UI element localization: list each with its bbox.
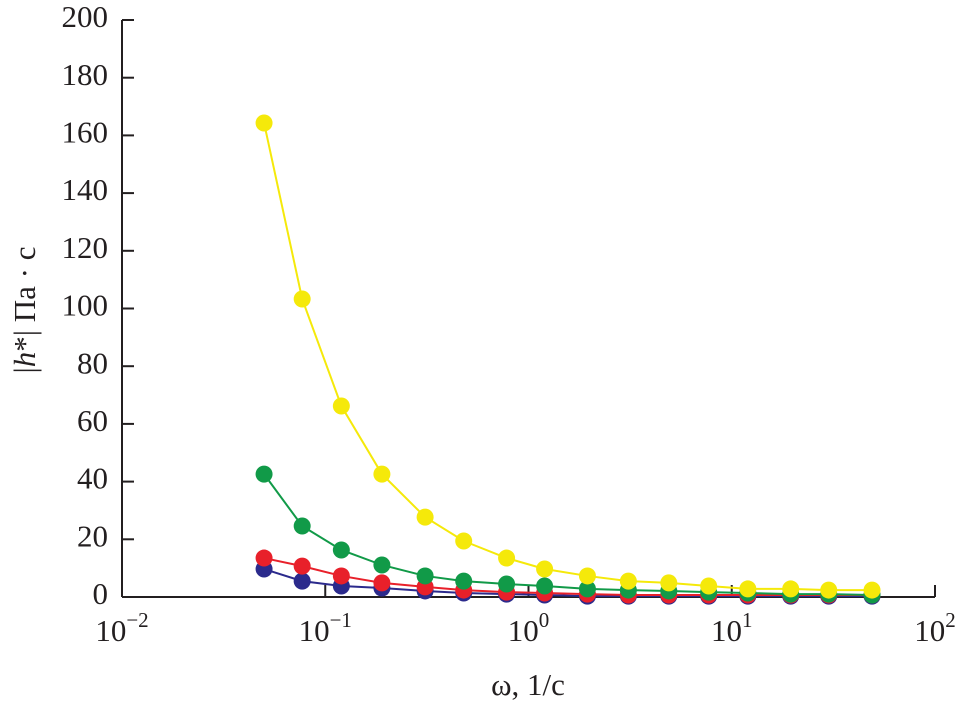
y-tick-label: 60 xyxy=(77,403,108,438)
y-tick-label: 160 xyxy=(62,115,109,150)
y-tick-label: 100 xyxy=(62,288,109,323)
y-tick-label: 80 xyxy=(77,345,108,380)
series-line xyxy=(263,557,873,596)
data-point xyxy=(498,549,516,567)
data-point xyxy=(536,560,554,578)
data-point xyxy=(498,575,516,593)
series-line xyxy=(263,122,873,592)
y-tick-label: 200 xyxy=(62,0,109,34)
data-point xyxy=(578,567,596,585)
data-point xyxy=(820,581,838,599)
x-tick-label: 102 xyxy=(914,608,956,648)
data-point xyxy=(619,572,637,590)
series-line xyxy=(263,568,873,598)
y-tick-label: 120 xyxy=(62,230,109,265)
data-point xyxy=(782,580,800,598)
data-point xyxy=(536,577,554,595)
data-point xyxy=(255,114,273,132)
data-point xyxy=(293,290,311,308)
data-point xyxy=(660,574,678,592)
data-point xyxy=(373,465,391,483)
x-tick-label: 100 xyxy=(508,608,550,648)
data-point xyxy=(863,581,881,599)
data-point xyxy=(332,541,350,559)
data-point xyxy=(373,574,391,592)
y-tick-label: 20 xyxy=(77,518,108,553)
data-point xyxy=(293,517,311,535)
y-tick-label: 180 xyxy=(62,57,109,92)
data-point xyxy=(373,556,391,574)
y-axis-label: |h*| Па · с xyxy=(7,247,42,374)
data-point xyxy=(416,567,434,585)
data-point xyxy=(739,580,757,598)
data-point xyxy=(293,557,311,575)
x-tick-label: 10−2 xyxy=(95,608,148,648)
x-tick-label: 10−1 xyxy=(299,608,352,648)
data-point xyxy=(293,572,311,590)
y-tick-label: 40 xyxy=(77,461,108,496)
series-line xyxy=(263,473,873,596)
data-point xyxy=(332,567,350,585)
data-point xyxy=(700,577,718,595)
x-tick-label: 101 xyxy=(711,608,753,648)
x-axis-label: ω, 1/с xyxy=(491,667,565,702)
data-point xyxy=(255,465,273,483)
y-tick-label: 140 xyxy=(62,172,109,207)
data-point xyxy=(578,580,596,598)
data-point xyxy=(255,549,273,567)
y-tick-label: 0 xyxy=(93,576,109,611)
data-point xyxy=(416,508,434,526)
data-point xyxy=(455,572,473,590)
data-point xyxy=(455,532,473,550)
data-point xyxy=(332,397,350,415)
